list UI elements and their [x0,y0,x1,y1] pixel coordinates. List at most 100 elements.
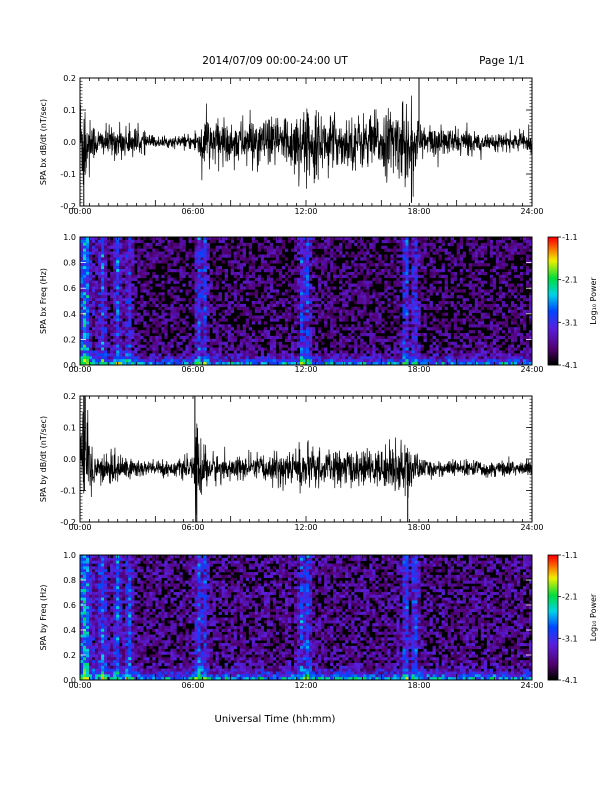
heatmap-cell [516,274,521,279]
heatmap-cell [89,303,93,308]
heatmap-cell [402,321,406,325]
heatmap-cell [149,359,153,363]
heatmap-cell [191,286,195,290]
heatmap-cell [426,306,430,311]
heatmap-cell [468,312,473,316]
heatmap-cell [239,286,244,290]
heatmap-cell [468,335,473,340]
heatmap-cell [227,306,231,311]
heatmap-cell [357,327,361,331]
heatmap-cell [438,341,442,345]
heatmap-cell [215,338,219,343]
heatmap-cell [287,309,292,313]
heatmap-cell [299,260,304,264]
heatmap-cell [327,286,331,290]
heatmap-cell [143,362,147,366]
heatmap-cell [179,269,183,273]
heatmap-cell [173,321,177,325]
heatmap-cell [519,335,524,340]
heatmap-cell [402,237,406,241]
heatmap-cell [146,257,150,261]
heatmap-cell [212,330,216,334]
heatmap-cell [357,356,361,360]
heatmap-cell [429,245,433,249]
heatmap-cell [402,260,406,264]
heatmap-cell [306,245,310,249]
heatmap-cell [348,347,352,351]
heatmap-cell [260,303,265,308]
heatmap-cell [363,347,367,351]
heatmap-cell [134,260,138,264]
heatmap-cell [143,330,147,334]
heatmap-cell [450,341,454,345]
heatmap-cell [507,257,512,261]
heatmap-cell [80,295,84,299]
heatmap-cell [342,283,346,287]
heatmap-cell [263,239,268,244]
heatmap-cell [92,280,96,284]
heatmap-cell [471,283,476,287]
heatmap-cell [348,271,352,276]
heatmap-cell [92,295,96,299]
heatmap-cell [375,338,379,343]
heatmap-cell [221,309,225,313]
heatmap-cell [128,362,132,366]
heatmap-cell [104,338,108,343]
heatmap-cell [333,266,337,270]
heatmap-cell [176,312,180,316]
heatmap-cell [248,251,253,255]
heatmap-cell [281,292,286,296]
heatmap-cell [194,271,198,276]
heatmap-cell [146,362,150,366]
heatmap-cell [330,315,334,319]
heatmap-cell [309,315,313,319]
heatmap-cell [170,353,174,357]
heatmap-cell [194,283,198,287]
heatmap-cell [429,274,433,279]
heatmap-cell [378,301,382,305]
heatmap-cell [357,263,361,267]
heatmap-cell [339,341,343,345]
heatmap-cell [372,338,376,343]
heatmap-cell [293,315,298,319]
heatmap-cell [471,295,476,299]
heatmap-cell [230,237,234,241]
heatmap-cell [327,260,331,264]
heatmap-cell [122,269,126,273]
heatmap-cell [447,353,451,357]
heatmap-cell [366,286,370,290]
heatmap-cell [299,341,304,345]
heatmap-cell [239,312,244,316]
heatmap-cell [137,362,141,366]
heatmap-cell [411,263,415,267]
heatmap-cell [245,350,250,354]
heatmap-cell [242,330,247,334]
heatmap-cell [516,251,521,255]
heatmap-cell [299,306,304,311]
heatmap-cell [327,251,331,255]
heatmap-cell [492,333,497,337]
heatmap-cell [260,353,265,357]
heatmap-cell [113,333,117,337]
heatmap-cell [113,306,117,311]
heatmap-cell [525,356,530,360]
heatmap-cell [438,356,442,360]
heatmap-cell [402,242,406,247]
heatmap-cell [284,263,289,267]
heatmap-cell [423,248,427,252]
heatmap-cell [396,269,400,273]
heatmap-cell [245,318,250,322]
heatmap-cell [468,286,473,290]
heatmap-cell [504,280,509,284]
heatmap-cell [101,242,105,247]
heatmap-cell [107,359,111,363]
heatmap-cell [89,353,93,357]
heatmap-cell [369,283,373,287]
heatmap-cell [92,248,96,252]
heatmap-cell [101,260,105,264]
heatmap-cell [266,356,271,360]
heatmap-cell [384,239,388,244]
heatmap-cell [471,330,476,334]
heatmap-cell [122,350,126,354]
heatmap-cell [324,245,328,249]
